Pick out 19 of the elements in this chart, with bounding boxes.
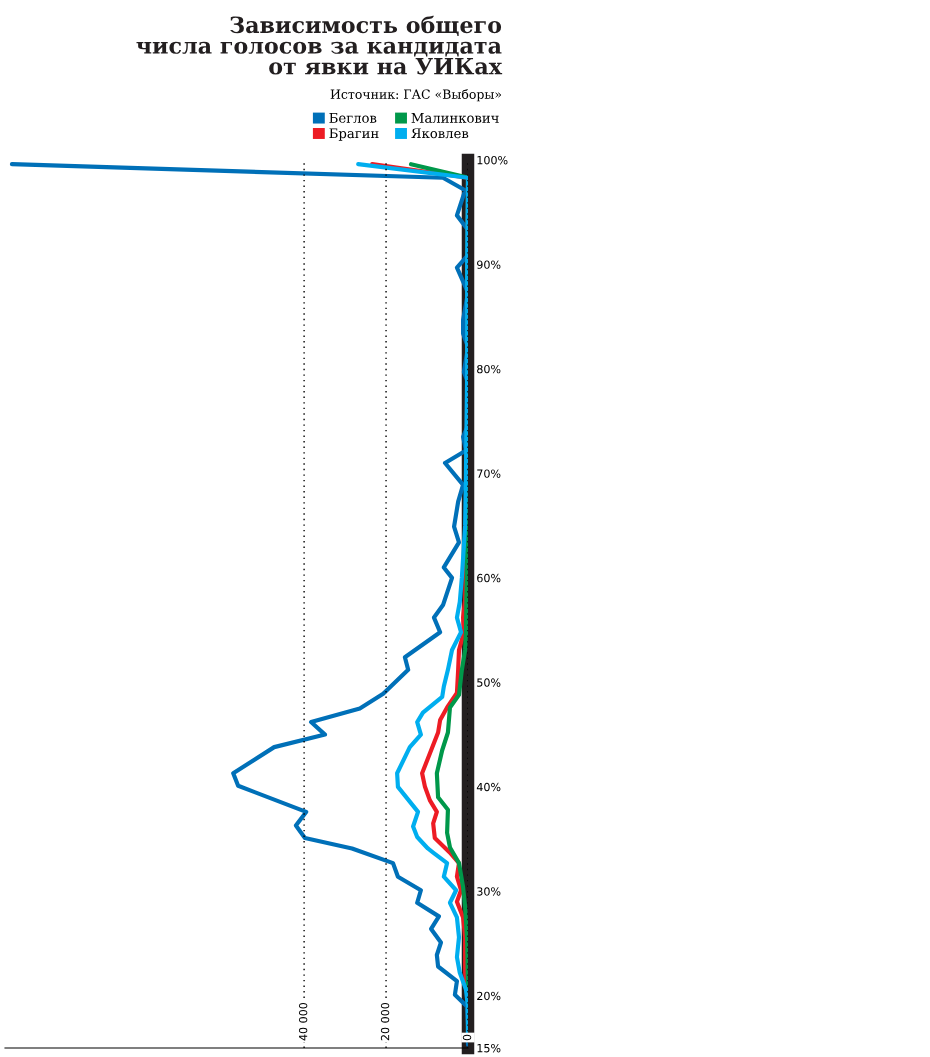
x-tick-label: 0	[462, 1034, 472, 1041]
y-tick-label: 80%	[477, 364, 501, 374]
y-tick-label: 70%	[477, 469, 501, 478]
x-tick-label: 20 000	[380, 1002, 390, 1041]
legend-label: Беглов	[329, 113, 377, 123]
y-tick-label: 100%	[477, 155, 508, 165]
chart-title: Зависимость общего числа голосов за кандидата от явки на УИКах	[136, 15, 503, 75]
y-tick-label: 90%	[477, 260, 501, 269]
legend-label: Малинкович	[411, 113, 499, 123]
text: Источник: ГАС «Выборы»	[330, 89, 502, 102]
legend-label: Яковлев	[411, 128, 469, 139]
y-tick-label: 40%	[476, 782, 501, 792]
y-tick-label: 20%	[477, 991, 501, 1001]
y-tick-label: 50%	[477, 678, 501, 687]
y-tick-label: 15%	[477, 1043, 501, 1053]
y-tick-label: 30%	[477, 887, 501, 896]
y-tick-label: 60%	[477, 573, 501, 583]
legend-label: Брагин	[329, 128, 379, 141]
x-tick-label: 40 000	[298, 1002, 308, 1041]
